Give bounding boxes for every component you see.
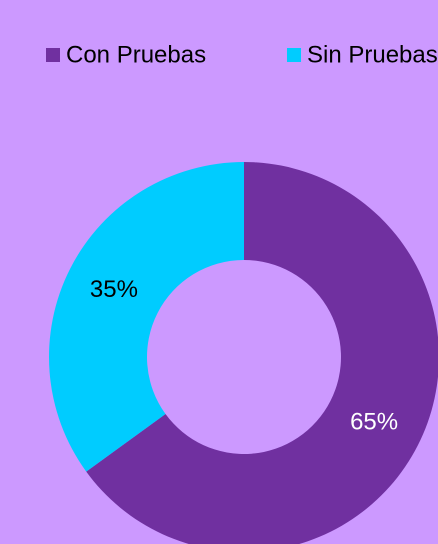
legend-swatch <box>46 48 60 62</box>
legend-text: Con Pruebas <box>66 41 206 68</box>
value-label: 35% <box>90 276 138 303</box>
value-label: 65% <box>350 409 398 436</box>
legend-text: Sin Pruebas <box>307 41 438 68</box>
donut-slice <box>86 162 438 544</box>
legend-swatch <box>287 48 301 62</box>
donut-slice <box>48 162 245 472</box>
